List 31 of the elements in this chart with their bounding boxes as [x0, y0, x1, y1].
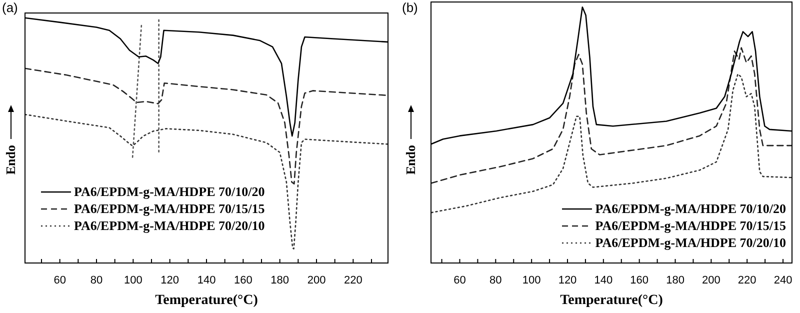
x-tick-label: 100	[522, 274, 541, 287]
x-tick-label: 60	[54, 274, 66, 287]
legend-label: PA6/EPDM-g-MA/HDPE 70/20/10	[595, 234, 786, 251]
x-tick-label: 220	[344, 274, 362, 287]
x-tick-label: 180	[666, 274, 684, 287]
legend-label: PA6/EPDM-g-MA/HDPE 70/15/15	[74, 200, 265, 217]
x-tick-label: 100	[124, 274, 142, 287]
x-tick-label: 120	[558, 274, 577, 287]
x-tick-label: 240	[774, 274, 792, 287]
x-tick-label: 200	[307, 274, 326, 287]
legend-label: PA6/EPDM-g-MA/HDPE 70/15/15	[595, 217, 786, 234]
x-axis-title: Temperature(°C)	[560, 293, 664, 308]
x-tick-label: 160	[630, 274, 649, 287]
x-tick-label: 60	[454, 274, 466, 287]
x-axis-title: Temperature(°C)	[155, 293, 258, 308]
chart-title: (a)	[2, 0, 18, 15]
x-tick-label: 80	[90, 274, 103, 287]
x-tick-label: 160	[234, 274, 252, 287]
x-tick-label: 80	[490, 274, 502, 287]
legend-label: PA6/EPDM-g-MA/HDPE 70/10/20	[74, 183, 265, 200]
legend-label: PA6/EPDM-g-MA/HDPE 70/10/20	[595, 200, 786, 217]
x-tick-label: 140	[197, 274, 216, 287]
y-axis-title: Endo	[403, 145, 419, 175]
chart-title: (b)	[402, 0, 418, 15]
x-tick-label: 200	[702, 274, 720, 287]
y-axis-title: Endo	[3, 145, 19, 175]
x-tick-label: 220	[738, 274, 756, 287]
x-tick-label: 180	[270, 274, 290, 287]
x-tick-label: 120	[160, 274, 180, 287]
legend-label: PA6/EPDM-g-MA/HDPE 70/20/10	[74, 217, 265, 234]
x-tick-label: 140	[594, 274, 613, 287]
